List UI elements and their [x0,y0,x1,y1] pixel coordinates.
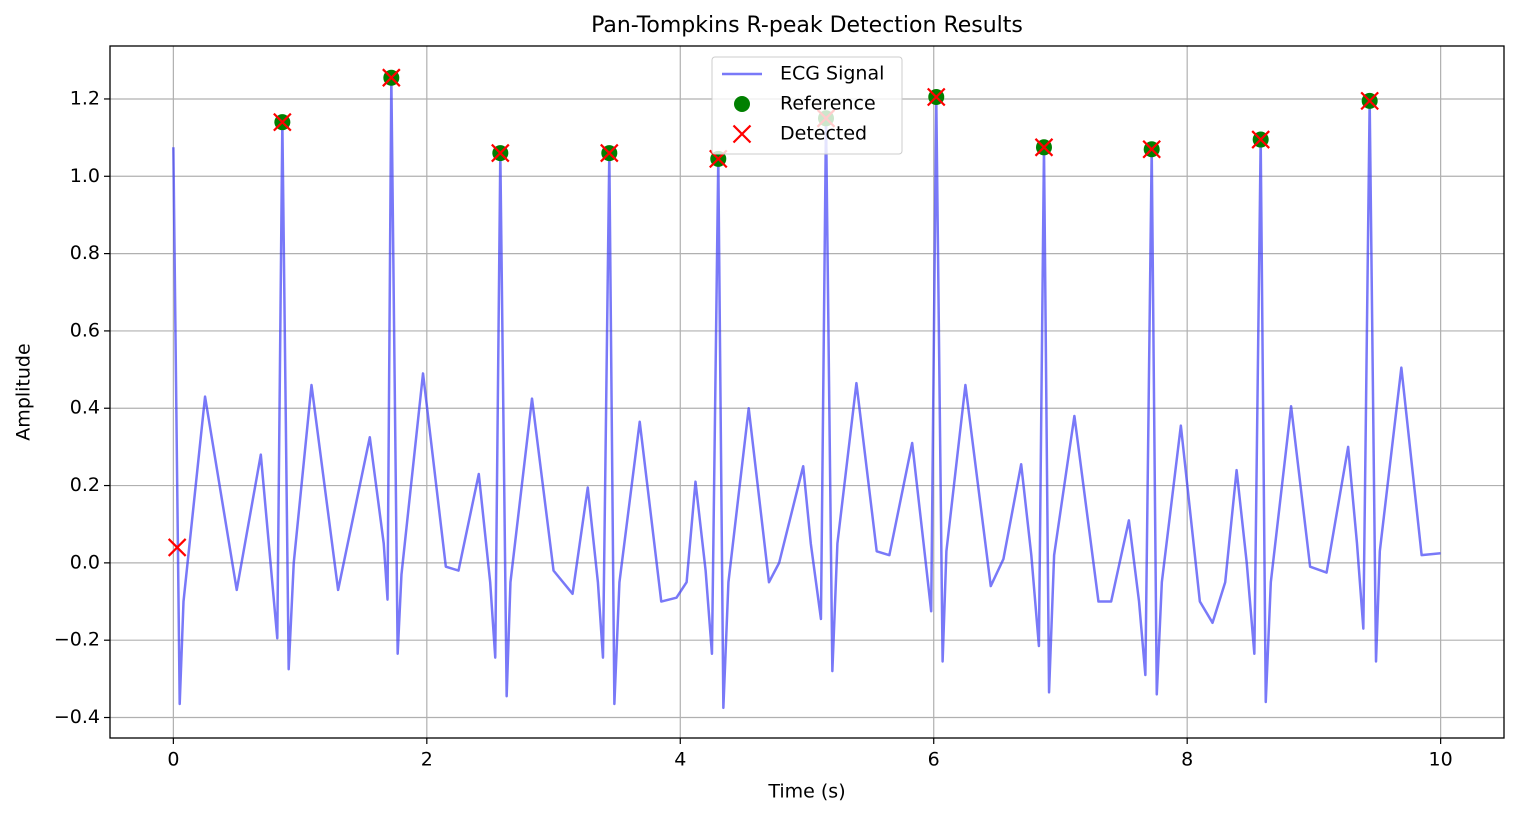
y-tick-label: 0.2 [70,474,100,496]
x-tick-label: 10 [1429,749,1453,771]
detected-point [273,112,292,132]
detected-point [926,87,946,107]
ecg-line [172,76,1441,710]
y-tick-label: 1.0 [70,165,100,187]
x-tick-label: 4 [674,749,686,771]
x-axis-label: Time (s) [767,781,845,803]
detected-point [1251,130,1270,149]
detected-point [1360,91,1379,111]
detected-point [491,143,510,163]
y-axis-label: Amplitude [13,343,35,440]
legend-marker [732,124,752,144]
detected-point [382,68,401,87]
legend-label: Reference [780,93,876,115]
detected-point [600,143,619,163]
y-tick-label: 0.8 [70,242,100,264]
legend-marker [734,96,750,112]
y-tick-label: −0.4 [54,706,100,728]
detected-point [1142,139,1161,159]
chart-title: Pan-Tompkins R-peak Detection Results [591,13,1023,38]
detected-point [167,538,187,557]
y-tick-label: 0.4 [70,397,100,419]
y-tick-label: 1.2 [70,87,100,109]
x-tick-label: 6 [928,749,940,771]
plot-frame [109,45,1505,739]
x-tick-label: 0 [167,749,179,771]
y-tick-label: 0.0 [70,551,100,573]
detected-point [1034,138,1054,157]
legend-label: Detected [780,123,867,145]
legend-box [711,56,903,155]
y-tick-label: −0.2 [54,629,100,651]
x-tick-label: 2 [421,749,433,771]
x-tick-label: 8 [1181,749,1193,771]
legend-label: ECG Signal [780,63,884,85]
y-tick-label: 0.6 [70,319,100,341]
